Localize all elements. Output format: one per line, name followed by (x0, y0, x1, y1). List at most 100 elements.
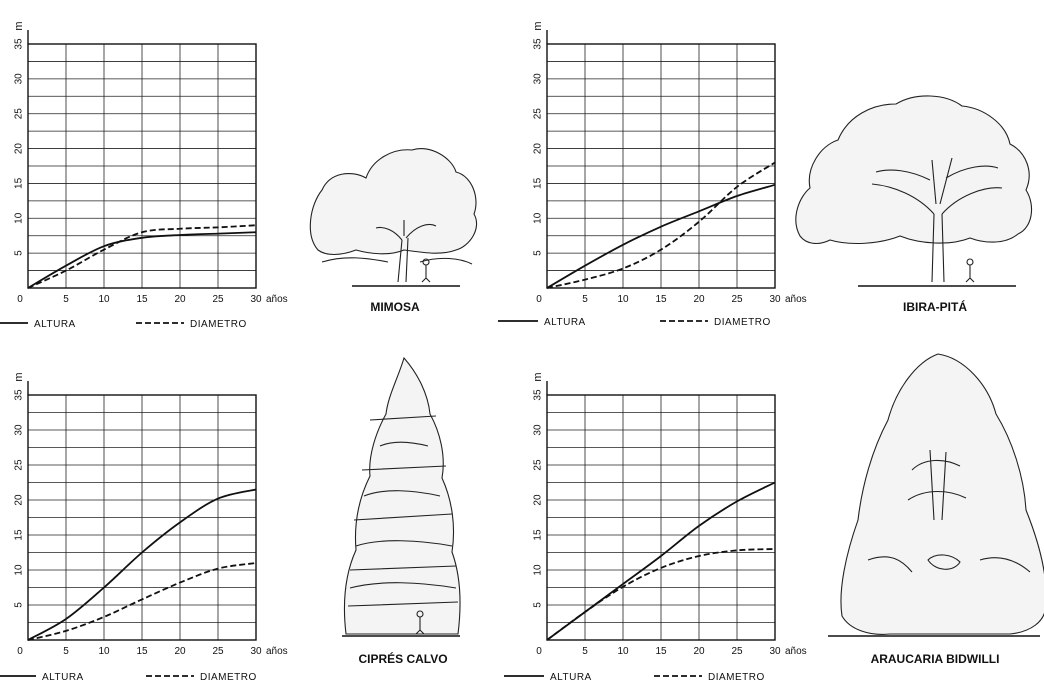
x-tick-label: 25 (731, 294, 743, 305)
y-tick-label: 15 (14, 529, 25, 541)
x-tick-label: 5 (582, 646, 588, 657)
legend-label-diametro: DIAMETRO (708, 672, 765, 683)
cipres-calvo-tree-icon (342, 356, 461, 637)
y-tick-label: 35 (14, 389, 25, 401)
series-line-altura (546, 183, 776, 289)
chart-panel-2: 5 10 15 20 25 30 35 m 0 5 10 15 20 25 30 años IBIRA-PITÁ… (498, 21, 967, 328)
y-tick-label: 20 (533, 494, 544, 506)
series-line-diametro (546, 548, 776, 641)
legend: ALTURA DIAMETRO (0, 672, 257, 683)
chart-panel-4: 5 10 15 20 25 30 35 m 0 5 10 15 20 25 30 años ARAUCARIA … (504, 372, 999, 683)
chart-panel-1: 5 10 15 20 25 30 35 m 0 5 10 15 20 25 30 años MIMOSA ALTU… (0, 21, 420, 330)
y-tick-label: 15 (533, 529, 544, 541)
chart-title: CIPRÉS CALVO (358, 651, 447, 666)
x-tick-label: 5 (582, 294, 588, 305)
x-tick-label: 20 (693, 646, 705, 657)
y-tick-label: 30 (533, 73, 544, 85)
legend-label-diametro: DIAMETRO (200, 672, 257, 683)
y-tick-label: 30 (14, 424, 25, 436)
x-unit-label: años (266, 646, 288, 657)
y-unit-label: m (13, 372, 25, 381)
legend-label-altura: ALTURA (550, 672, 592, 683)
y-tick-label: 35 (14, 38, 25, 50)
legend-label-altura: ALTURA (34, 319, 76, 330)
grid-lines (27, 43, 257, 289)
plot-frame (27, 43, 257, 289)
x-tick-label: 0 (536, 646, 542, 657)
chart-title: MIMOSA (370, 300, 420, 314)
y-tick-label: 10 (533, 564, 544, 576)
y-tick-label: 35 (533, 38, 544, 50)
y-tick-label: 30 (14, 73, 25, 85)
x-tick-label: 10 (98, 294, 110, 305)
legend-label-diametro: DIAMETRO (190, 319, 247, 330)
y-unit-label: m (532, 372, 544, 381)
y-unit-label: m (532, 21, 544, 30)
x-tick-label: 5 (63, 294, 69, 305)
x-tick-label: 10 (617, 294, 629, 305)
x-tick-label: 0 (17, 646, 23, 657)
y-tick-label: 25 (533, 459, 544, 471)
y-unit-label: m (13, 21, 25, 30)
x-tick-label: 25 (212, 294, 224, 305)
plot-frame (27, 394, 257, 641)
y-tick-label: 30 (533, 424, 544, 436)
x-tick-label: 20 (693, 294, 705, 305)
series-line-altura (27, 231, 257, 289)
grid-lines (27, 394, 257, 641)
y-tick-label: 5 (14, 250, 25, 256)
x-tick-label: 25 (731, 646, 743, 657)
x-tick-label: 5 (63, 646, 69, 657)
x-tick-label: 15 (136, 646, 148, 657)
x-tick-label: 15 (655, 294, 667, 305)
y-tick-label: 10 (14, 564, 25, 576)
grid-lines (546, 43, 776, 289)
series-line-diametro (27, 562, 257, 641)
x-tick-label: 15 (136, 294, 148, 305)
mimosa-tree-icon (309, 148, 478, 287)
x-tick-label: 0 (17, 294, 23, 305)
x-tick-label: 0 (536, 294, 542, 305)
x-tick-label: 25 (212, 646, 224, 657)
araucaria-tree-icon (828, 353, 1044, 637)
x-tick-label: 15 (655, 646, 667, 657)
chart-title: IBIRA-PITÁ (903, 299, 967, 314)
legend: ALTURA DIAMETRO (498, 317, 771, 328)
chart-title: ARAUCARIA BIDWILLI (871, 652, 1000, 666)
legend-label-altura: ALTURA (544, 317, 586, 328)
x-tick-label: 20 (174, 294, 186, 305)
y-tick-label: 25 (14, 459, 25, 471)
legend-label-diametro: DIAMETRO (714, 317, 771, 328)
y-tick-label: 20 (533, 143, 544, 155)
x-tick-label: 30 (769, 646, 781, 657)
y-tick-label: 5 (533, 250, 544, 256)
x-tick-label: 10 (617, 646, 629, 657)
legend: ALTURA DIAMETRO (504, 672, 765, 683)
y-tick-label: 10 (14, 212, 25, 224)
plot-frame (546, 394, 776, 641)
y-tick-label: 25 (14, 108, 25, 120)
x-tick-label: 30 (769, 294, 781, 305)
y-tick-label: 5 (533, 602, 544, 608)
plot-frame (546, 43, 776, 289)
y-tick-label: 20 (14, 143, 25, 155)
y-tick-label: 35 (533, 389, 544, 401)
y-tick-label: 15 (533, 177, 544, 189)
x-unit-label: años (785, 646, 807, 657)
x-tick-label: 20 (174, 646, 186, 657)
y-tick-label: 15 (14, 177, 25, 189)
y-tick-label: 25 (533, 108, 544, 120)
y-tick-label: 20 (14, 494, 25, 506)
x-tick-label: 30 (250, 646, 262, 657)
x-unit-label: años (785, 294, 807, 305)
y-tick-label: 5 (14, 602, 25, 608)
x-tick-label: 30 (250, 294, 262, 305)
legend-label-altura: ALTURA (42, 672, 84, 683)
series-line-altura (27, 488, 257, 641)
x-tick-label: 10 (98, 646, 110, 657)
ibira-pita-tree-icon (795, 95, 1033, 287)
legend: ALTURA DIAMETRO (0, 319, 247, 330)
y-tick-label: 10 (533, 212, 544, 224)
series-line-diametro (27, 224, 257, 289)
